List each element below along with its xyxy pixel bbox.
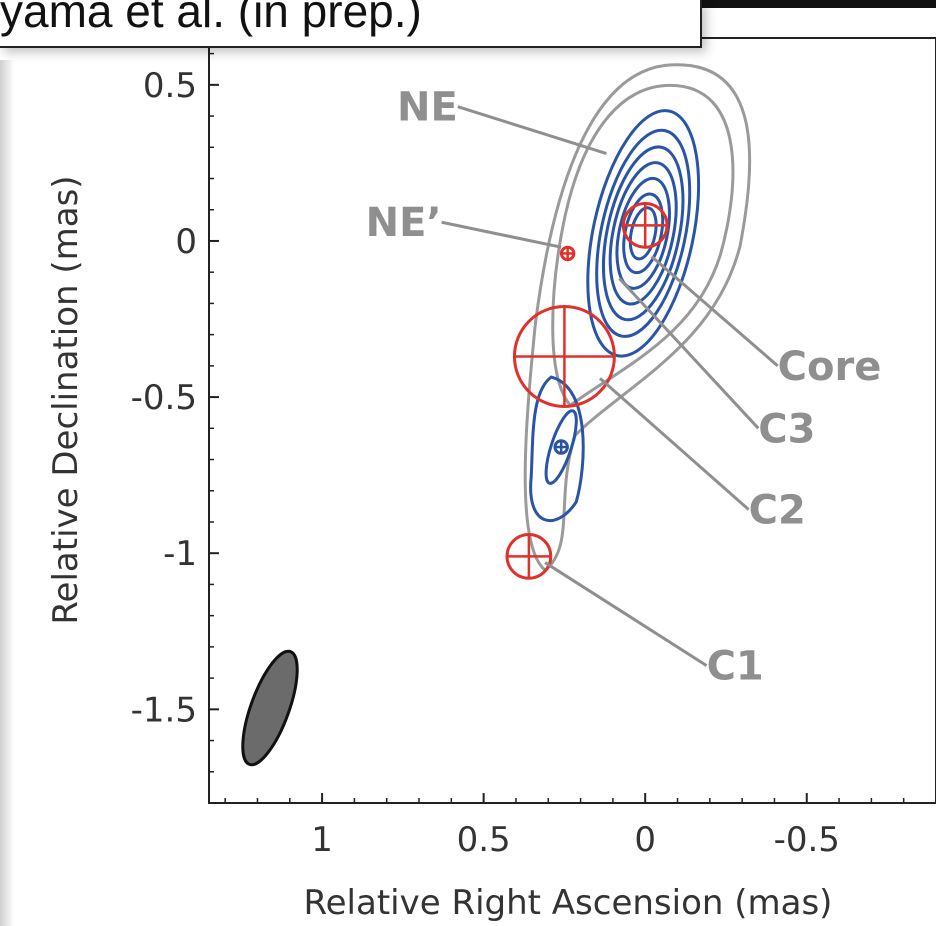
component-label: C3 <box>758 406 815 452</box>
x-tick-label: 1 <box>311 820 333 860</box>
component-label: C1 <box>707 644 764 690</box>
component-label: NE’ <box>366 200 442 246</box>
blue-contour <box>628 206 658 261</box>
blue-contour <box>529 375 585 522</box>
y-tick-label: -1.5 <box>131 690 197 730</box>
label-leader-layer: NE NE’ Core C3 C2 C1 <box>366 85 882 690</box>
plot-frame <box>208 37 936 804</box>
component-marker <box>553 439 569 455</box>
label-leader-line <box>598 377 750 511</box>
top-edge-bar <box>702 0 936 8</box>
component-marker <box>512 305 616 408</box>
label-leader-line <box>650 255 779 367</box>
tick-layer: 1 0.5 0 -0.5 0.5 0 -0.5 -1 -1.5 <box>131 52 936 860</box>
y-tick-label: 0 <box>175 222 197 262</box>
x-tick-label: 0 <box>634 820 656 860</box>
component-label: NE <box>397 85 458 131</box>
y-tick-label: 0.5 <box>143 66 197 106</box>
component-marker <box>559 245 576 262</box>
left-edge-shadow <box>0 60 14 926</box>
blue-contour <box>586 109 701 358</box>
blue-contour <box>615 176 671 290</box>
citation-text: yama et al. (in prep.) <box>0 0 422 37</box>
blue-contour <box>602 145 685 322</box>
component-marker <box>621 201 669 249</box>
component-layer <box>505 201 669 580</box>
component-label: C2 <box>749 487 806 533</box>
beam-ellipse <box>241 649 299 767</box>
blue-contour <box>622 192 665 275</box>
label-leader-line <box>457 105 607 155</box>
label-leader-line <box>544 561 708 667</box>
blue-contour <box>544 409 578 485</box>
contour-layer <box>523 63 752 573</box>
blue-contour <box>608 161 678 306</box>
component-marker <box>505 532 553 580</box>
label-leader-line <box>618 277 760 430</box>
x-axis-title: Relative Right Ascension (mas) <box>304 883 833 923</box>
y-axis-title: Relative Declination (mas) <box>46 175 86 624</box>
label-leader-line <box>441 220 562 249</box>
blue-contour <box>595 128 692 338</box>
x-tick-label: -0.5 <box>774 820 840 860</box>
x-tick-label: 0.5 <box>457 820 511 860</box>
y-tick-label: -1 <box>163 534 197 574</box>
component-label: Core <box>778 344 882 390</box>
y-tick-label: -0.5 <box>131 378 197 418</box>
citation-banner: yama et al. (in prep.) <box>0 0 702 48</box>
